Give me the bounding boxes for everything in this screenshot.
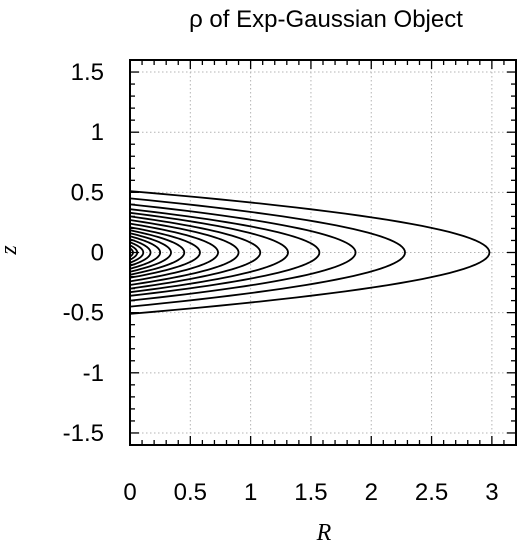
y-tick-labels: 1.5 1 0.5 0 -0.5 -1 -1.5 <box>63 59 104 447</box>
y-tick-label: -0.5 <box>63 300 104 327</box>
contour-line <box>129 197 406 308</box>
y-tick-label: -1.5 <box>63 420 104 447</box>
plot-frame <box>129 59 517 446</box>
x-tick-label: 1.5 <box>294 479 327 506</box>
contour-line <box>129 219 240 286</box>
contour-line <box>129 235 162 270</box>
contour-line <box>129 229 186 276</box>
y-tick-label: 0.5 <box>71 179 104 206</box>
x-tick-label: 0 <box>123 479 136 506</box>
contour-line <box>129 190 491 315</box>
y-tick-label: 1.5 <box>71 59 104 86</box>
y-tick-label: 0 <box>91 240 104 267</box>
contour-line <box>129 241 145 264</box>
x-tick-label: 3 <box>485 479 498 506</box>
contour-line <box>129 208 321 297</box>
contour-line <box>129 222 219 283</box>
grid <box>130 60 516 445</box>
contour-line <box>129 238 152 267</box>
contour-line <box>129 215 262 290</box>
contour-lines <box>129 190 491 315</box>
x-tick-label: 0.5 <box>174 479 207 506</box>
contour-line <box>129 226 201 279</box>
x-tick-label: 1 <box>244 479 257 506</box>
y-axis-label: z <box>0 245 22 256</box>
contour-line <box>129 203 357 302</box>
contour-line <box>129 232 172 273</box>
x-tick-label: 2 <box>365 479 378 506</box>
x-axis-label: R <box>316 520 332 546</box>
chart-title: ρ of Exp-Gaussian Object <box>189 6 463 33</box>
x-tick-label: 2.5 <box>415 479 448 506</box>
y-tick-label: 1 <box>91 119 104 146</box>
contour-line <box>129 211 289 294</box>
y-tick-label: -1 <box>83 360 104 387</box>
x-tick-labels: 0 0.5 1 1.5 2 2.5 3 <box>123 479 498 506</box>
